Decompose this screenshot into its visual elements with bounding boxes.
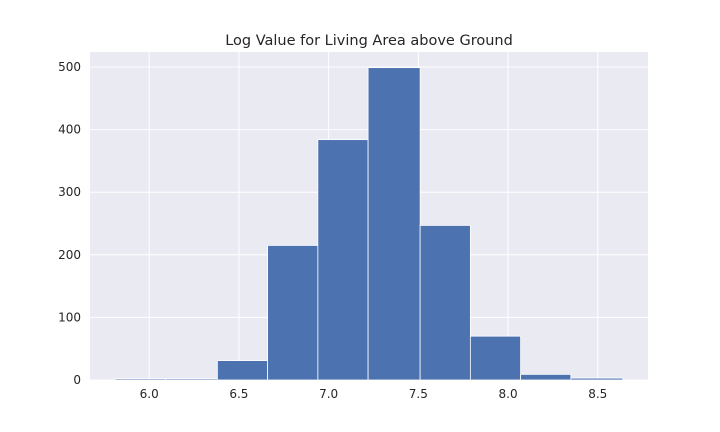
y-tick-label: 300 <box>58 185 81 199</box>
y-tick-label: 0 <box>73 373 81 387</box>
histogram-bar <box>267 245 319 381</box>
x-tick-label: 8.0 <box>499 387 518 401</box>
y-tick-label: 500 <box>58 60 81 74</box>
x-tick-label: 7.0 <box>319 387 338 401</box>
x-tick-label: 6.5 <box>229 387 248 401</box>
histogram-bars <box>114 67 624 381</box>
x-axis-ticks: 6.0 6.5 7.0 7.5 8.0 8.5 <box>140 387 608 401</box>
y-tick-label: 200 <box>58 248 81 262</box>
histogram-bar <box>367 67 421 381</box>
histogram-bar <box>419 224 471 381</box>
histogram-bar <box>317 139 369 381</box>
y-axis-ticks: 0 100 200 300 400 500 <box>58 60 81 387</box>
histogram-bar <box>216 360 269 381</box>
x-tick-label: 8.5 <box>588 387 607 401</box>
x-tick-label: 7.5 <box>409 387 428 401</box>
histogram-bar <box>520 373 572 381</box>
chart-title: Log Value for Living Area above Ground <box>225 33 513 49</box>
y-tick-label: 100 <box>58 310 81 324</box>
histogram-bar <box>570 377 624 381</box>
histogram-bar <box>164 378 218 381</box>
histogram-bar <box>469 335 522 381</box>
histogram-bar <box>114 378 166 381</box>
x-tick-label: 6.0 <box>140 387 159 401</box>
y-tick-label: 400 <box>58 123 81 137</box>
